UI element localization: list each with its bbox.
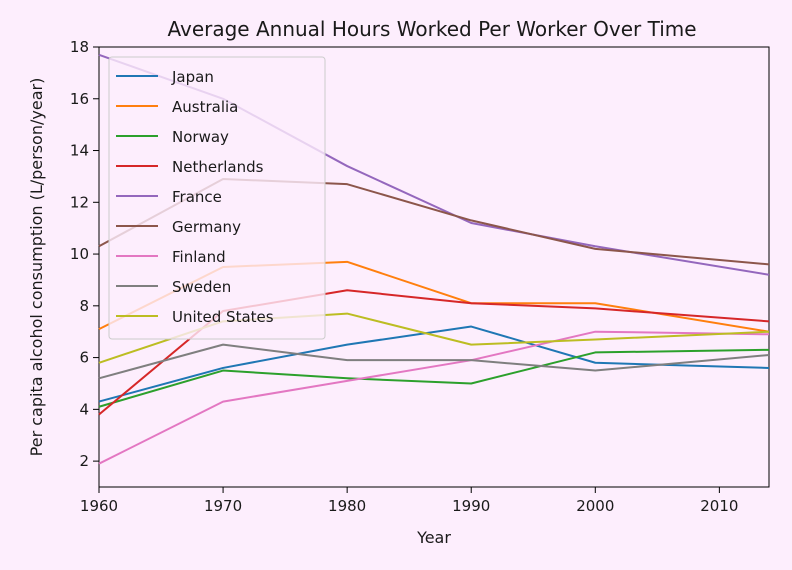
x-tick-label: 1990 — [452, 497, 490, 515]
legend-label-finland: Finland — [172, 248, 226, 266]
x-tick-label: 1970 — [204, 497, 242, 515]
legend-label-norway: Norway — [172, 128, 229, 146]
y-tick-label: 8 — [79, 297, 89, 315]
legend-label-japan: Japan — [171, 68, 214, 86]
legend-label-france: France — [172, 188, 222, 206]
series-line-finland — [98, 330, 770, 465]
legend-label-germany: Germany — [172, 218, 241, 236]
x-tick-label: 2010 — [700, 497, 738, 515]
x-tick-label: 1980 — [328, 497, 366, 515]
y-tick-label: 18 — [70, 38, 89, 56]
y-tick-label: 14 — [70, 142, 89, 160]
legend-label-united-states: United States — [172, 308, 274, 326]
legend-label-netherlands: Netherlands — [172, 158, 264, 176]
y-tick-label: 2 — [79, 452, 89, 470]
legend-box — [108, 56, 326, 340]
series-line-norway — [98, 348, 770, 408]
y-axis-ticks: 2 4 6 8 10 12 14 16 18 — [70, 38, 99, 470]
y-tick-label: 6 — [79, 349, 89, 367]
y-axis-label: Per capita alcohol consumption (L/person… — [27, 78, 46, 457]
legend-label-sweden: Sweden — [172, 278, 231, 296]
series-line-japan — [98, 325, 770, 403]
x-tick-label: 1960 — [80, 497, 118, 515]
x-tick-label: 2000 — [576, 497, 614, 515]
y-tick-label: 4 — [79, 400, 89, 418]
chart-title: Average Annual Hours Worked Per Worker O… — [167, 17, 696, 41]
y-tick-label: 12 — [70, 193, 89, 211]
legend: Japan Australia Norway Netherlands France Ger… — [108, 56, 326, 340]
series-line-sweden — [98, 343, 770, 380]
y-tick-label: 10 — [70, 245, 89, 263]
legend-label-australia: Australia — [172, 98, 238, 116]
x-axis-ticks: 1960 1970 1980 1990 2000 2010 — [80, 487, 738, 515]
y-tick-label: 16 — [70, 90, 89, 108]
x-axis-label: Year — [416, 528, 451, 547]
